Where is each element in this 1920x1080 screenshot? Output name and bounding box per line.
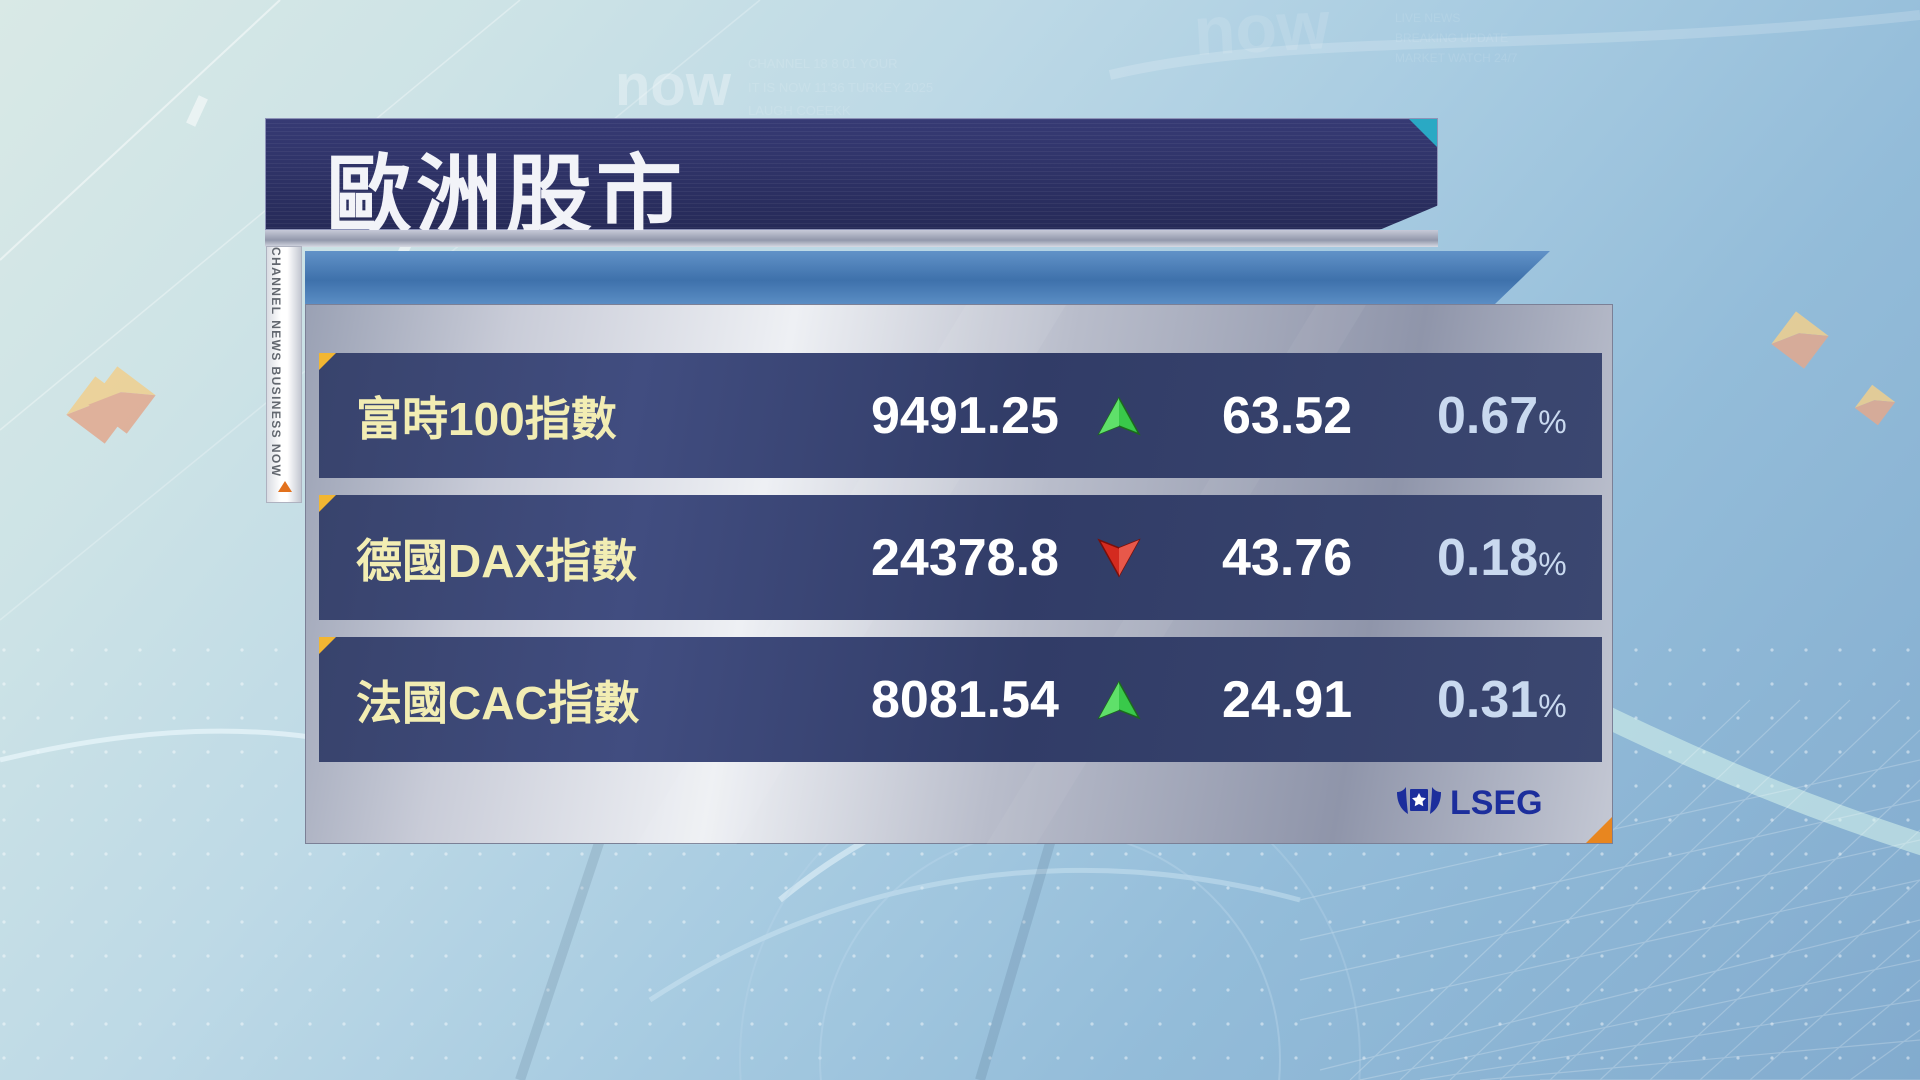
svg-text:LAUGH COEEKK: LAUGH COEEKK	[748, 103, 851, 118]
svg-text:MARKET WATCH 24/7: MARKET WATCH 24/7	[1395, 51, 1518, 65]
svg-text:CHANNEL 18 8 01 YOUR: CHANNEL 18 8 01 YOUR	[748, 56, 898, 71]
svg-text:IT IS NOW 11'36 TURKEY 2025: IT IS NOW 11'36 TURKEY 2025	[748, 80, 933, 95]
svg-text:LIVE NEWS: LIVE NEWS	[1395, 11, 1460, 25]
svg-text:now: now	[615, 53, 732, 118]
